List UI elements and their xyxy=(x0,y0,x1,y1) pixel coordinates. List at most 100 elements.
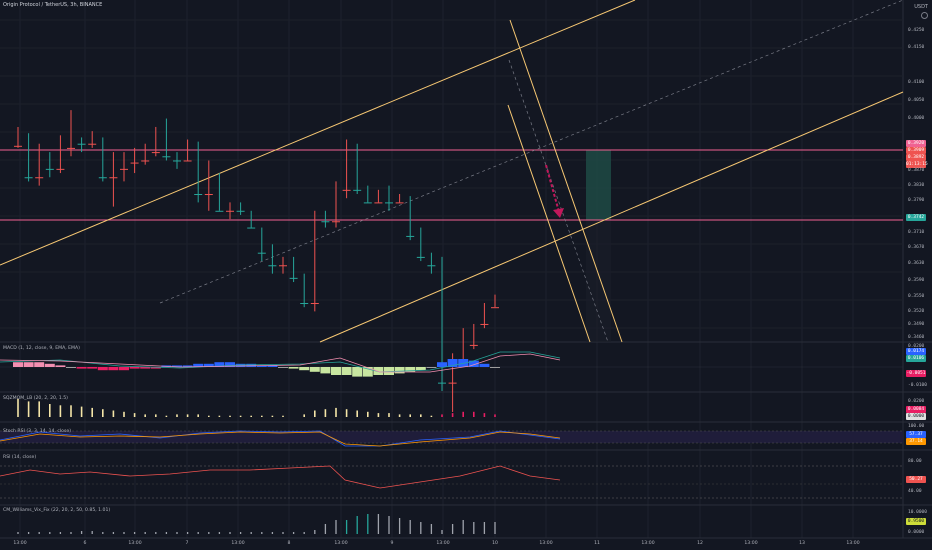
candle-body xyxy=(427,265,436,267)
macd-bar xyxy=(320,367,331,374)
macd-signal-line xyxy=(0,351,561,373)
macd-bar xyxy=(246,363,257,367)
vix-fix-label[interactable]: CM_Williams_Vix_Fix (22, 20, 2, 50, 0.85… xyxy=(3,508,111,513)
candle-body xyxy=(374,202,383,204)
candle-body xyxy=(109,177,118,179)
candle-body xyxy=(416,256,425,258)
macd-bar xyxy=(267,365,278,367)
candle-body xyxy=(310,302,319,304)
time-axis-label: 13:00 xyxy=(334,541,348,546)
countdown-tag: 01:13:15 xyxy=(906,161,928,168)
stoch-tag-1: 57.37 xyxy=(906,431,926,438)
macd-bar xyxy=(309,367,320,372)
macd-bar xyxy=(23,362,34,367)
position-box-shade xyxy=(586,220,611,342)
macd-bar xyxy=(129,367,140,369)
time-axis-label: 13:00 xyxy=(846,541,860,546)
macd-bar xyxy=(278,367,288,368)
chart-title: Origin Protocol / TetherUS, 3h, BINANCE xyxy=(3,2,103,8)
candle-body xyxy=(363,202,372,204)
candle-body xyxy=(141,160,150,162)
time-axis-label: 13:00 xyxy=(436,541,450,546)
time-axis-label: 13:00 xyxy=(744,541,758,546)
candle-body xyxy=(35,177,44,179)
time-axis-label: 6 xyxy=(83,541,87,546)
currency-label: USDT xyxy=(914,4,928,10)
macd-bar xyxy=(108,367,119,371)
candle-body xyxy=(194,194,203,196)
rsi-label[interactable]: RSI (14, close) xyxy=(3,455,37,460)
macd-bar xyxy=(235,363,246,367)
macd-bar xyxy=(373,367,384,375)
price-axis-label: 0.3550 xyxy=(908,294,925,299)
candle-body xyxy=(469,344,478,346)
gear-icon[interactable] xyxy=(921,12,928,19)
candle-body xyxy=(45,168,54,170)
macd-bar xyxy=(34,362,45,367)
macd-bar xyxy=(150,367,161,369)
price-tag-top: 0.3920 xyxy=(906,140,926,147)
macd-bar xyxy=(97,367,108,371)
macd-bar xyxy=(140,367,151,369)
macd-bar xyxy=(447,359,458,367)
macd-scale-top: 0.0200 xyxy=(908,344,925,349)
macd-bar xyxy=(256,365,267,367)
rsi-tag: 50.27 xyxy=(906,476,926,483)
price-axis-label: 0.4250 xyxy=(908,28,925,33)
channel-lower-line xyxy=(319,91,904,343)
time-axis-label: 13 xyxy=(799,541,805,546)
candle-body xyxy=(353,189,362,191)
macd-label[interactable]: MACD (1, 12, close, 9, EMA, EMA) xyxy=(3,346,80,351)
price-tag-mid: 0.3892 xyxy=(906,154,926,161)
candle-body xyxy=(24,177,33,179)
macd-bar xyxy=(76,367,87,369)
macd-bar xyxy=(352,367,363,377)
price-axis-label: 0.3590 xyxy=(908,278,925,283)
macd-bar xyxy=(182,365,193,367)
time-axis-label: 13:00 xyxy=(128,541,142,546)
macd-bar xyxy=(44,363,55,367)
desc-channel-left xyxy=(507,104,591,343)
macd-bar xyxy=(490,367,500,368)
sqzmom-label[interactable]: SQZMOM_LB (20, 2, 20, 1.5) xyxy=(3,396,68,401)
candle-body xyxy=(268,265,277,267)
projection-arrowhead xyxy=(553,208,564,218)
candle-body xyxy=(215,210,224,212)
price-axis-label: 0.4000 xyxy=(908,116,925,121)
vix-tag: 0.9500 xyxy=(906,518,926,525)
price-axis-label: 0.3460 xyxy=(908,335,925,340)
price-tag-lower-line: 0.3742 xyxy=(906,214,926,221)
macd-bar xyxy=(426,367,437,368)
candle-body xyxy=(56,168,65,170)
macd-tag-1: 0.0174 xyxy=(906,348,926,355)
price-axis-label: 0.3670 xyxy=(908,245,925,250)
vix-scale-top: 10.0000 xyxy=(908,510,927,515)
macd-scale-bottom: -0.0100 xyxy=(908,383,927,388)
time-axis-label: 13:00 xyxy=(13,541,27,546)
sqz-tag-1: 0.0084 xyxy=(906,406,926,413)
candle-body xyxy=(289,277,298,279)
candle-body xyxy=(321,221,330,223)
macd-bar xyxy=(468,360,479,367)
position-box xyxy=(586,150,611,220)
macd-bar xyxy=(288,367,299,369)
candle-body xyxy=(98,177,107,179)
rsi-scale-top: 80.00 xyxy=(908,459,922,464)
channel-median-line xyxy=(159,0,904,304)
macd-line xyxy=(0,353,561,373)
rsi-line xyxy=(0,465,561,489)
time-axis-label: 11 xyxy=(594,541,600,546)
macd-bar xyxy=(341,367,352,375)
macd-bar xyxy=(225,362,235,367)
price-tag-current: 0.3909 xyxy=(906,147,926,154)
candle-body xyxy=(120,168,128,170)
candle-body xyxy=(183,160,192,162)
macd-bar xyxy=(299,367,310,371)
candle-body xyxy=(385,202,393,204)
candle-body xyxy=(151,152,160,154)
candle-body xyxy=(257,252,266,254)
stoch-rsi-label[interactable]: Stoch RSI (3, 3, 14, 14, close) xyxy=(3,429,71,434)
candle-body xyxy=(247,227,256,229)
